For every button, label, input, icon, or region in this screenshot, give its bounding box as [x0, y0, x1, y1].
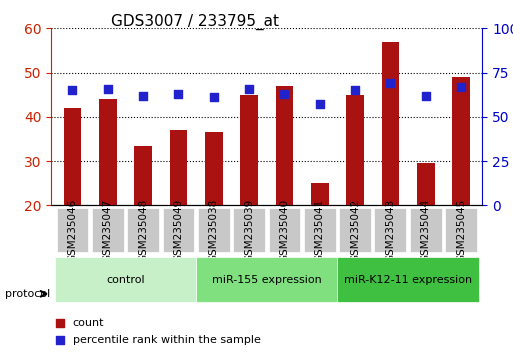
- Point: [245, 86, 253, 91]
- FancyBboxPatch shape: [338, 257, 479, 302]
- Text: GSM235043: GSM235043: [385, 199, 396, 262]
- Bar: [134, 145, 152, 205]
- Text: GSM235038: GSM235038: [209, 199, 219, 262]
- Bar: [99, 99, 116, 205]
- Point: [280, 91, 288, 97]
- Point: [68, 87, 76, 93]
- FancyBboxPatch shape: [92, 208, 124, 252]
- FancyBboxPatch shape: [233, 208, 265, 252]
- Text: GSM235039: GSM235039: [244, 199, 254, 262]
- FancyBboxPatch shape: [56, 208, 88, 252]
- Text: GSM235045: GSM235045: [456, 199, 466, 262]
- Point: [104, 86, 112, 91]
- FancyBboxPatch shape: [304, 208, 336, 252]
- Bar: [275, 86, 293, 205]
- FancyBboxPatch shape: [410, 208, 442, 252]
- Bar: [346, 95, 364, 205]
- Text: control: control: [106, 275, 145, 285]
- Point: [457, 84, 465, 90]
- Bar: [240, 95, 258, 205]
- Bar: [452, 77, 470, 205]
- Text: percentile rank within the sample: percentile rank within the sample: [73, 335, 261, 345]
- Text: GSM235044: GSM235044: [421, 199, 431, 262]
- FancyBboxPatch shape: [127, 208, 159, 252]
- Point: [174, 91, 183, 97]
- Point: [139, 93, 147, 98]
- Text: GSM235041: GSM235041: [315, 199, 325, 262]
- Point: [210, 95, 218, 100]
- FancyBboxPatch shape: [445, 208, 477, 252]
- Text: GSM235042: GSM235042: [350, 199, 360, 262]
- FancyBboxPatch shape: [374, 208, 406, 252]
- Text: GSM235040: GSM235040: [280, 199, 289, 262]
- Text: miR-K12-11 expression: miR-K12-11 expression: [344, 275, 472, 285]
- FancyBboxPatch shape: [339, 208, 371, 252]
- FancyBboxPatch shape: [196, 257, 338, 302]
- Text: GSM235047: GSM235047: [103, 199, 113, 262]
- Point: [341, 230, 349, 235]
- Text: GSM235048: GSM235048: [138, 199, 148, 262]
- Text: GDS3007 / 233795_at: GDS3007 / 233795_at: [111, 14, 279, 30]
- Point: [315, 102, 324, 107]
- Point: [341, 75, 349, 81]
- Text: count: count: [73, 318, 104, 328]
- Point: [386, 80, 394, 86]
- FancyBboxPatch shape: [198, 208, 230, 252]
- Text: GSM235046: GSM235046: [68, 199, 77, 262]
- Bar: [311, 183, 328, 205]
- Bar: [64, 108, 82, 205]
- FancyBboxPatch shape: [163, 208, 194, 252]
- FancyBboxPatch shape: [268, 208, 300, 252]
- Bar: [382, 42, 399, 205]
- Bar: [417, 163, 435, 205]
- FancyBboxPatch shape: [55, 257, 196, 302]
- Point: [422, 93, 430, 98]
- Bar: [170, 130, 187, 205]
- Text: GSM235049: GSM235049: [173, 199, 184, 262]
- Text: miR-155 expression: miR-155 expression: [212, 275, 322, 285]
- Text: protocol: protocol: [5, 289, 50, 299]
- Point: [351, 87, 359, 93]
- Bar: [205, 132, 223, 205]
